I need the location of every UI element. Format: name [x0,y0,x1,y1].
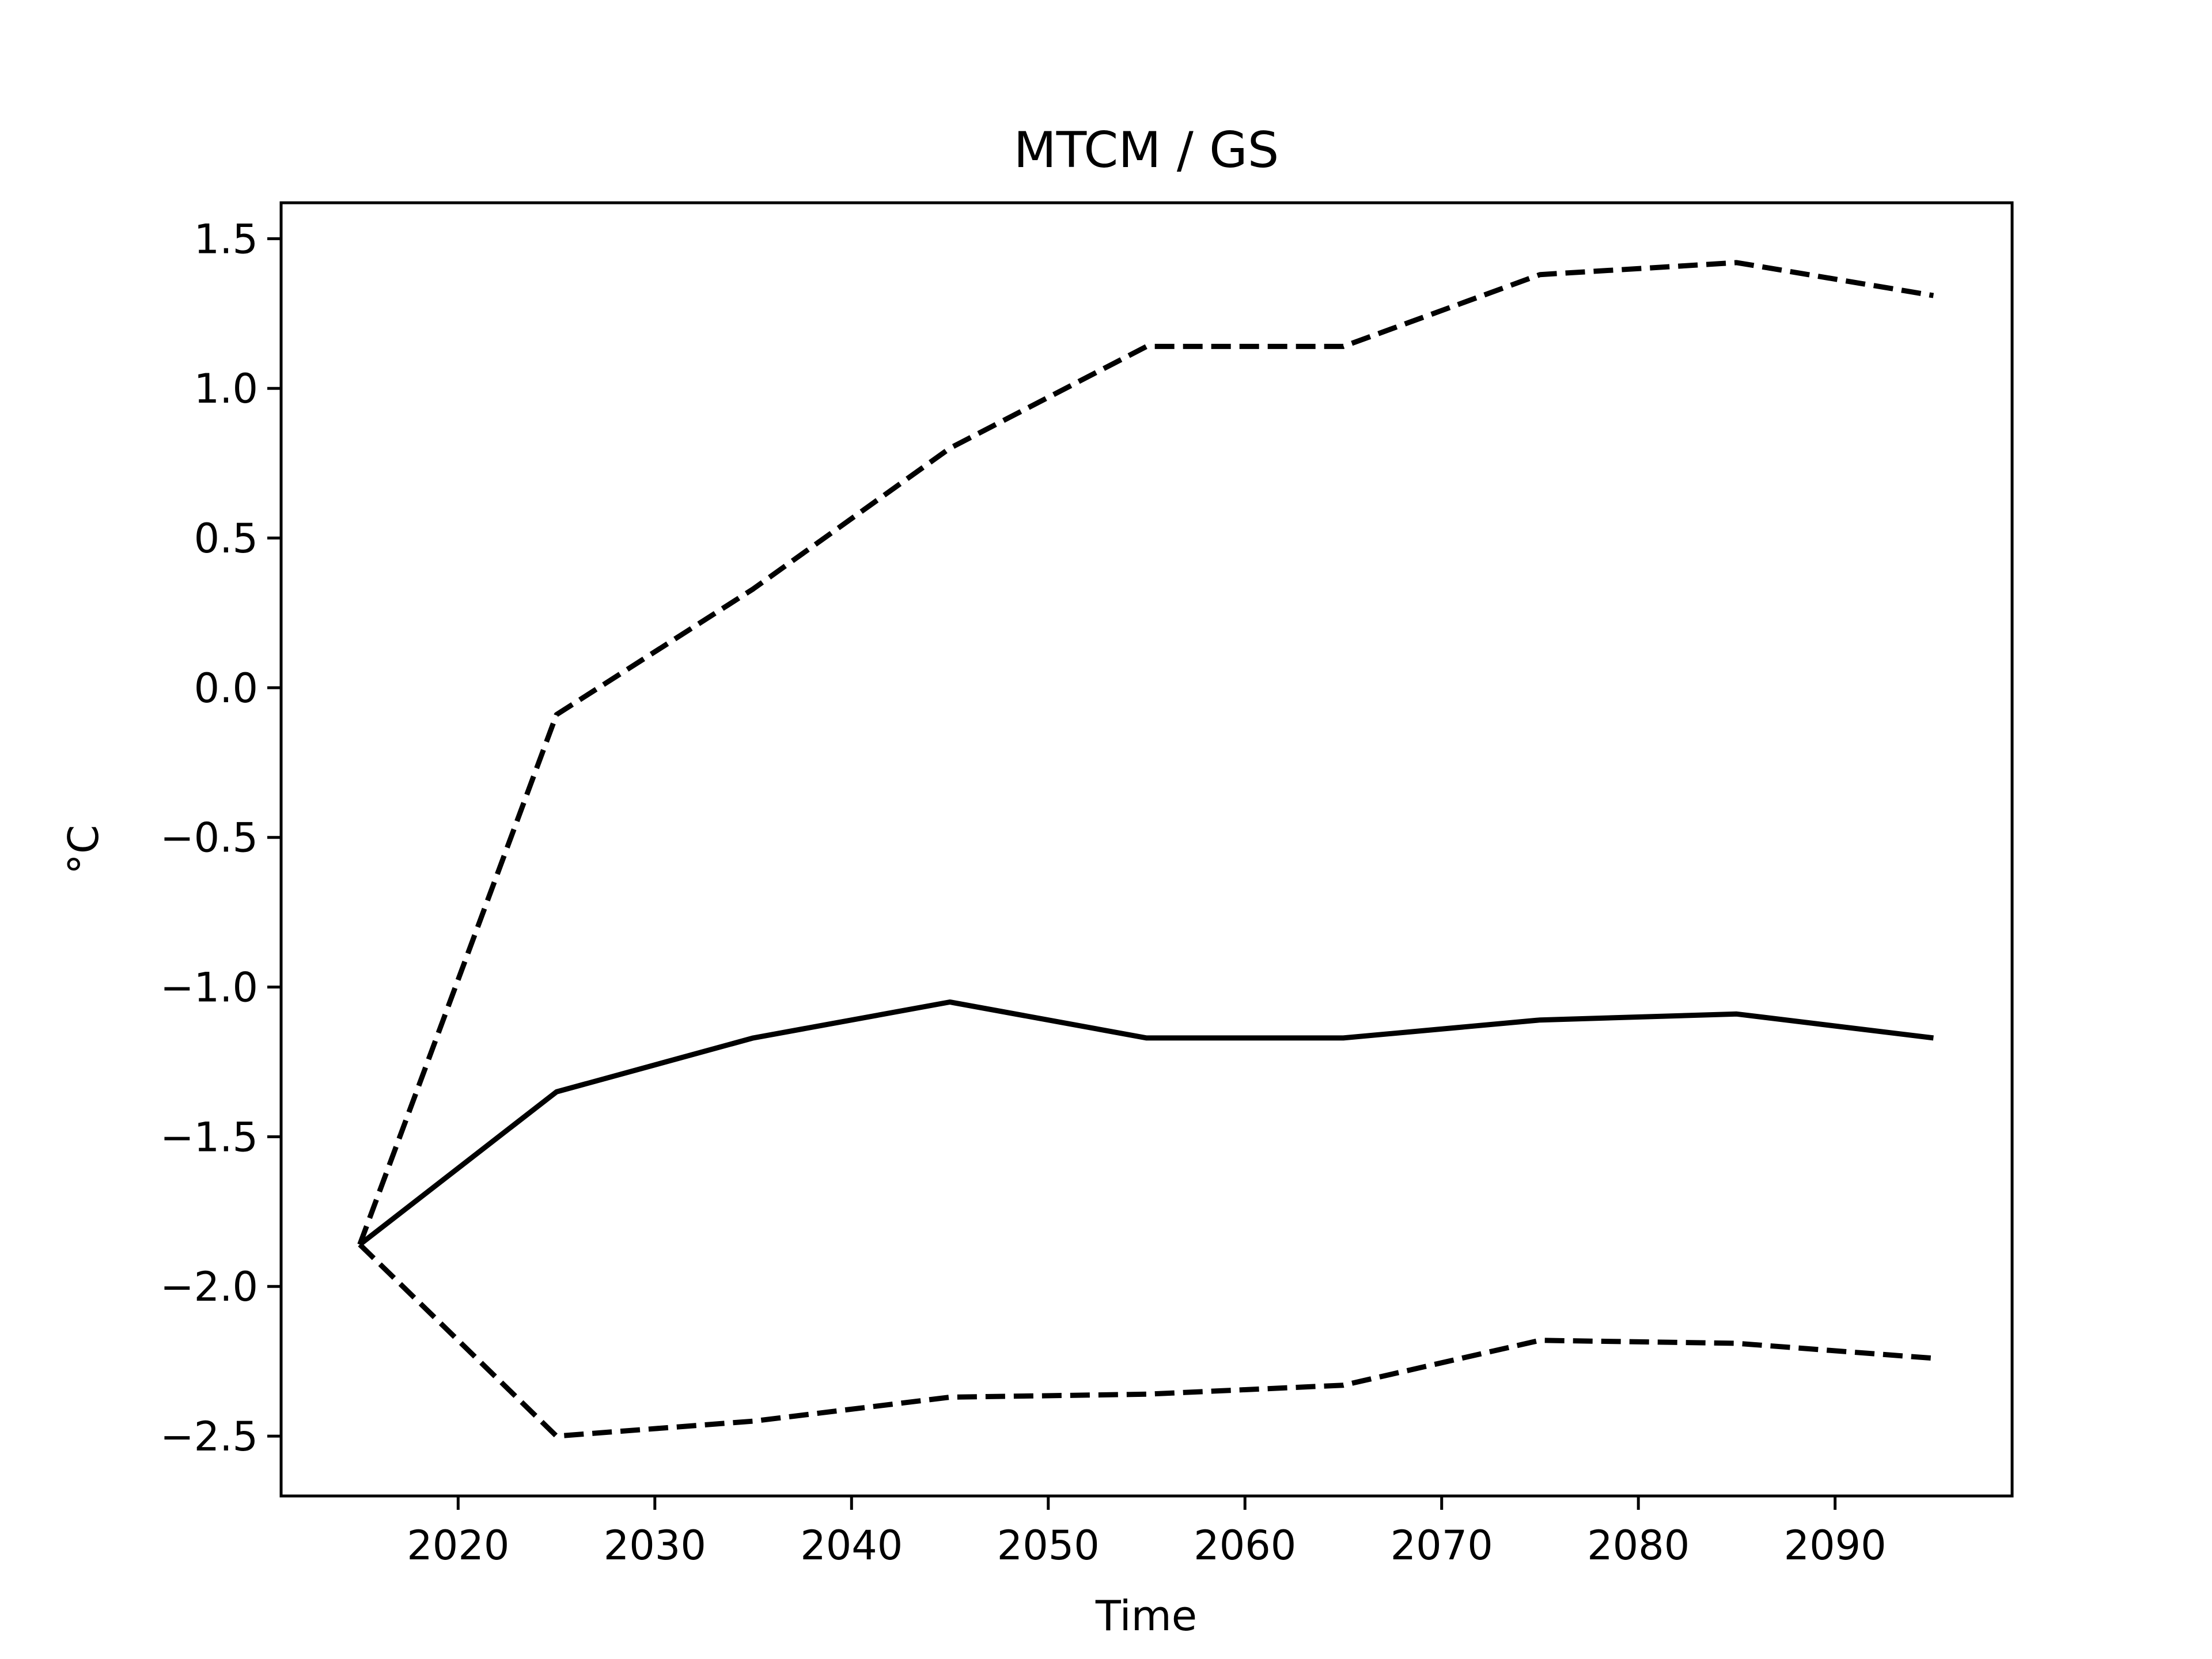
x-tick-label: 2090 [1784,1522,1887,1569]
y-tick-label: −0.5 [160,815,258,862]
x-axis-label: Time [1095,1592,1197,1640]
x-tick-label: 2030 [604,1522,706,1569]
x-tick-label: 2050 [997,1522,1100,1569]
y-tick-label: 1.5 [194,215,258,263]
series-mean-line [358,999,1934,1247]
y-tick-label: −2.5 [160,1413,258,1460]
series-layer [357,260,1934,1439]
x-tick-label: 2060 [1194,1522,1296,1569]
series-lower-bound-line [358,1243,1934,1439]
plot-frame [279,201,2014,1498]
y-axis-label: °C [59,825,108,874]
chart-title: MTCM / GS [1014,122,1279,179]
y-tick-label: 1.0 [194,365,258,412]
y-tick-label: −1.5 [160,1113,258,1161]
y-tick-label: 0.5 [194,515,258,562]
x-tick-label: 2070 [1391,1522,1493,1569]
x-axis-ticks: 2020 2030 2040 2050 2060 2070 2080 2090 [407,1496,1887,1569]
y-tick-label: 0.0 [194,665,258,712]
x-tick-label: 2080 [1587,1522,1690,1569]
y-axis-ticks: 1.5 1.0 0.5 0.0 −0.5 −1.0 −1.5 −2.0 −2.5 [160,215,281,1460]
x-tick-label: 2020 [407,1522,509,1569]
y-tick-label: −2.0 [160,1263,258,1310]
y-tick-label: −1.0 [160,964,258,1012]
x-tick-label: 2040 [800,1522,903,1569]
